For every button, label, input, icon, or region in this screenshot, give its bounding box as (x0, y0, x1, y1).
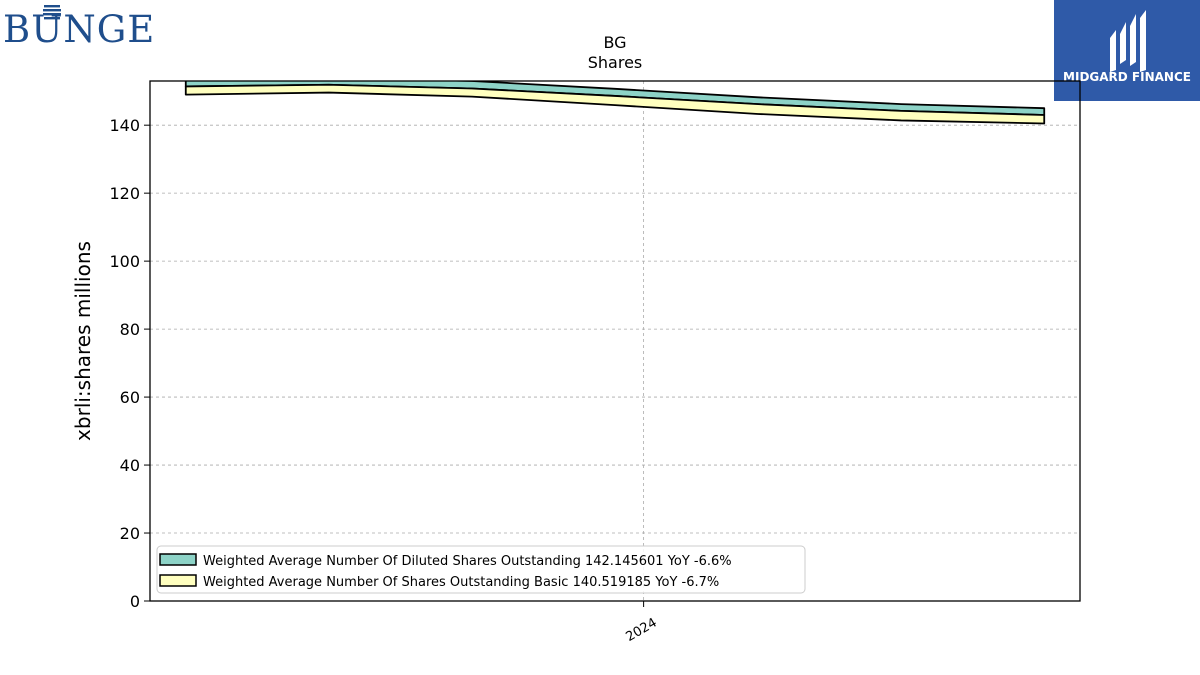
y-axis-label: xbrli:shares millions (71, 241, 95, 441)
grid (150, 81, 1080, 602)
legend-label: Weighted Average Number Of Diluted Share… (203, 554, 732, 569)
plot-frame (149, 80, 1081, 602)
y-tick-label: 0 (130, 592, 140, 611)
bunge-logo-text: BUNGE (3, 8, 155, 50)
y-axis: 0 20 40 60 80 100 120 140 (109, 116, 150, 611)
y-tick-label: 120 (109, 184, 140, 203)
y-tick-label: 20 (120, 524, 140, 543)
chart-title: BG (603, 33, 626, 52)
legend-box (156, 545, 806, 594)
series-area-basic (184, 83, 1046, 125)
bunge-logo-mark (43, 5, 61, 20)
x-axis: 2024 (623, 601, 660, 645)
legend-label: Weighted Average Number Of Shares Outsta… (203, 575, 719, 590)
bunge-logo: BUNGE (3, 5, 155, 50)
midgard-logo-text: MIDGARD FINANCE (1063, 70, 1191, 84)
y-tick-label: 60 (120, 388, 140, 407)
y-tick-label: 40 (120, 456, 140, 475)
chart-subtitle: Shares (588, 53, 643, 72)
legend: Weighted Average Number Of Diluted Share… (156, 545, 806, 594)
series-areas (184, 81, 1046, 125)
legend-swatch (159, 553, 197, 566)
legend-swatch (159, 574, 197, 587)
midgard-logo-mark: MIDGARD FINANCE (1063, 10, 1191, 84)
y-tick-label: 140 (109, 116, 140, 135)
y-tick-label: 100 (109, 252, 140, 271)
x-tick-label: 2024 (623, 615, 659, 645)
y-tick-label: 80 (120, 320, 140, 339)
midgard-finance-logo: MIDGARD FINANCE (1054, 0, 1200, 101)
